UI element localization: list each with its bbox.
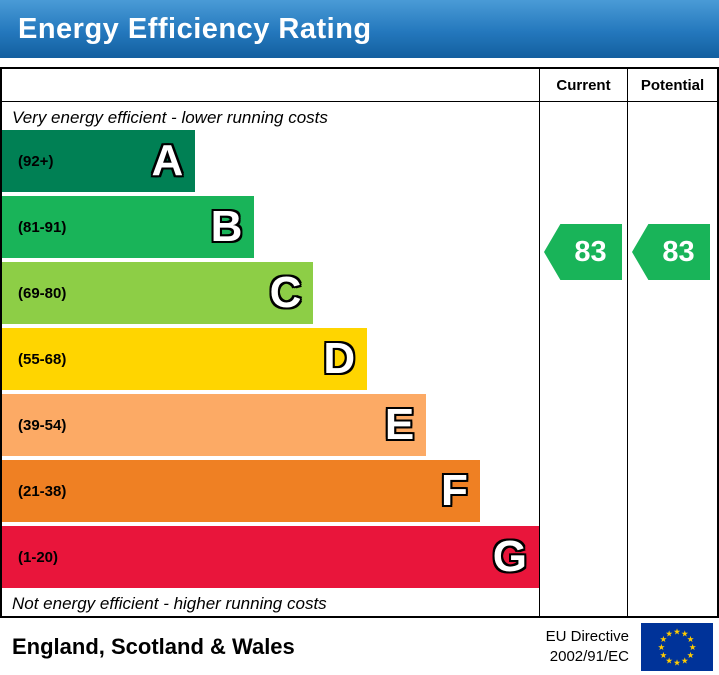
potential-rating-arrow: 83 [632, 224, 710, 280]
band-bar: (92+) A [2, 130, 196, 192]
eu-directive-line1: EU Directive [545, 628, 629, 645]
band-row: (81-91) B [2, 196, 539, 258]
band-row: (69-80) C [2, 262, 539, 324]
band-row: (21-38) F [2, 460, 539, 522]
band-range-label: (81-91) [18, 218, 67, 236]
epc-chart: Current Potential Very energy efficient … [0, 67, 719, 618]
band-letter: E [384, 400, 415, 449]
svg-text:★: ★ [687, 634, 695, 644]
band-bar: (39-54) E [2, 394, 427, 456]
band-letter: A [151, 136, 184, 185]
svg-text:★: ★ [658, 642, 666, 652]
band-range-label: (1-20) [18, 548, 59, 566]
band-row: (39-54) E [2, 394, 539, 456]
band-letter: B [210, 202, 243, 251]
svg-text:★: ★ [665, 628, 673, 638]
band-bar: (21-38) F [2, 460, 480, 522]
band-letter: D [323, 334, 356, 383]
top-note: Very energy efficient - lower running co… [12, 108, 328, 127]
bottom-note: Not energy efficient - higher running co… [12, 594, 327, 613]
current-column-header: Current [539, 69, 627, 102]
eu-directive-line2: 2002/91/EC [549, 647, 629, 665]
current-rating-arrow: 83 [544, 224, 622, 280]
svg-text:★: ★ [681, 655, 689, 665]
band-bar: (81-91) B [2, 196, 255, 258]
band-range-label: (69-80) [18, 284, 67, 302]
current-rating-value: 83 [574, 235, 607, 268]
band-row: (92+) A [2, 130, 539, 192]
band-bar: (55-68) D [2, 328, 368, 390]
potential-column: 83 [627, 102, 717, 616]
region-label: England, Scotland & Wales [12, 633, 295, 659]
eu-directive-label: EU Directive 2002/91/EC [546, 627, 629, 666]
chart-header-spacer [2, 69, 539, 102]
band-row: (55-68) D [2, 328, 539, 390]
svg-text:★: ★ [673, 626, 681, 636]
band-row: (1-20) G [2, 526, 539, 588]
band-letter: G [492, 532, 527, 581]
footer: England, Scotland & Wales EU Directive 2… [0, 618, 719, 675]
svg-text:★: ★ [673, 657, 681, 667]
svg-text:★: ★ [687, 649, 695, 659]
page-title: Energy Efficiency Rating [18, 12, 372, 45]
band-range-label: (39-54) [18, 416, 67, 434]
band-range-label: (55-68) [18, 350, 67, 368]
potential-column-header: Potential [627, 69, 717, 102]
band-bar: (69-80) C [2, 262, 314, 324]
eu-flag-icon: ★ ★ ★ ★ ★ ★ ★ ★ ★ ★ ★ ★ [641, 622, 713, 671]
potential-rating-value: 83 [662, 235, 695, 268]
svg-text:★: ★ [665, 655, 673, 665]
svg-text:★: ★ [681, 628, 689, 638]
svg-text:★: ★ [660, 649, 668, 659]
header-banner: Energy Efficiency Rating [0, 0, 719, 58]
band-bar: (1-20) G [2, 526, 539, 588]
band-range-label: (92+) [18, 152, 54, 170]
svg-text:★: ★ [660, 634, 668, 644]
bands-container: (92+) A (81-91) B (69-80) C (55-68) D (3… [2, 130, 539, 588]
bands-area: Very energy efficient - lower running co… [2, 102, 539, 616]
band-range-label: (21-38) [18, 482, 67, 500]
svg-text:★: ★ [689, 642, 697, 652]
band-letter: F [441, 466, 468, 515]
current-column: 83 [539, 102, 627, 616]
band-letter: C [269, 268, 302, 317]
